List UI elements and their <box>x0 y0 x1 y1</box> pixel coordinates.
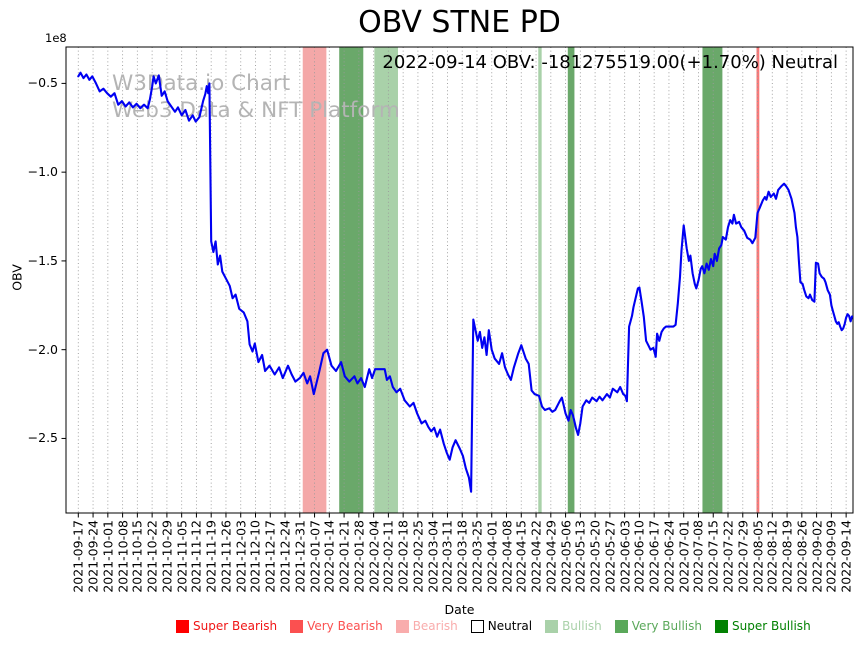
x-tick-label: 2021-11-05 <box>174 520 190 593</box>
x-tick-label: 2021-10-22 <box>144 520 160 593</box>
legend-item-neutral: Neutral <box>470 619 533 633</box>
x-tick-label: 2021-09-24 <box>85 520 101 593</box>
x-tick-label: 2022-01-14 <box>321 520 337 593</box>
x-tick-label: 2022-05-13 <box>572 520 588 593</box>
x-tick-label: 2022-01-07 <box>307 520 323 593</box>
x-tick-label: 2022-08-26 <box>794 520 810 593</box>
x-tick-label: 2022-06-17 <box>646 520 662 593</box>
legend-label: Super Bullish <box>732 619 811 633</box>
x-tick-label: 2022-05-27 <box>602 520 618 593</box>
latest-value-annotation: 2022-09-14 OBV: -181275519.00(+1.70%) Ne… <box>382 52 838 73</box>
x-tick-label: 2021-09-17 <box>70 520 86 593</box>
x-tick-label: 2022-07-22 <box>720 520 736 593</box>
x-tick-label: 2022-04-15 <box>513 520 529 593</box>
x-tick-label: 2021-12-24 <box>277 520 293 593</box>
x-tick-label: 2021-10-08 <box>115 520 131 593</box>
x-tick-label: 2022-05-06 <box>558 520 574 593</box>
x-tick-label: 2022-09-09 <box>823 520 839 593</box>
signal-band-bullish <box>538 47 542 513</box>
y-axis-offset-label: 1e8 <box>45 31 67 45</box>
legend-label: Very Bullish <box>631 619 702 633</box>
x-tick-label: 2022-07-01 <box>676 520 692 593</box>
y-tick-label: −1.5 <box>27 252 58 268</box>
x-tick-label: 2022-04-01 <box>484 520 500 593</box>
x-tick-label: 2021-12-03 <box>233 520 249 593</box>
x-tick-label: 2022-06-10 <box>631 520 647 593</box>
legend-swatch-icon <box>176 619 189 633</box>
signal-legend: Super Bearish Very Bearish Bearish Neutral B… <box>176 619 811 633</box>
x-tick-label: 2022-03-04 <box>425 520 441 593</box>
x-tick-label: 2022-07-29 <box>735 520 751 593</box>
x-tick-label: 2022-04-08 <box>499 520 514 593</box>
watermark-line-2: Web3 Data & NFT Platform <box>112 98 400 123</box>
legend-swatch-icon <box>614 619 628 633</box>
watermark: W3Data.io Chart Web3 Data & NFT Platform <box>112 70 400 124</box>
x-tick-label: 2022-08-12 <box>764 520 780 593</box>
x-tick-label: 2021-12-31 <box>292 520 308 593</box>
x-tick-label: 2021-12-10 <box>247 520 263 593</box>
x-tick-label: 2022-08-05 <box>750 520 766 593</box>
legend-item-bullish: Bullish <box>545 619 602 633</box>
legend-item-very-bullish: Very Bullish <box>614 619 702 633</box>
legend-swatch-icon <box>395 619 409 633</box>
y-tick-label: −2.0 <box>27 341 58 357</box>
x-tick-label: 2022-08-19 <box>779 520 795 593</box>
page-title: OBV STNE PD <box>358 5 561 40</box>
legend-item-super-bullish: Super Bullish <box>715 619 811 633</box>
x-tick-label: 2022-05-20 <box>587 520 603 593</box>
x-tick-label: 2022-04-29 <box>543 520 559 593</box>
x-tick-label: 2021-11-19 <box>203 520 219 593</box>
x-tick-label: 2022-06-24 <box>661 520 677 593</box>
legend-item-very-bearish: Very Bearish <box>290 619 383 633</box>
x-tick-label: 2022-09-14 <box>838 520 854 593</box>
x-tick-label: 2022-04-22 <box>528 520 544 593</box>
x-tick-label: 2021-11-12 <box>188 520 204 593</box>
x-tick-label: 2022-06-03 <box>617 520 633 593</box>
x-tick-label: 2022-02-11 <box>380 520 396 593</box>
x-tick-label: 2022-02-18 <box>395 520 411 593</box>
y-tick-label: −0.5 <box>27 75 58 91</box>
x-tick-label: 2022-01-21 <box>336 520 352 593</box>
x-tick-label: 2022-02-04 <box>366 520 382 593</box>
legend-item-super-bearish: Super Bearish <box>176 619 277 633</box>
x-axis-title: Date <box>444 602 475 617</box>
y-tick-label: −1.0 <box>27 164 58 180</box>
x-tick-label: 2022-07-08 <box>690 520 706 593</box>
x-tick-label: 2022-07-15 <box>705 520 721 593</box>
x-tick-label: 2022-09-02 <box>809 520 825 593</box>
x-tick-label: 2021-10-29 <box>159 520 175 593</box>
x-tick-label: 2021-10-15 <box>129 520 145 593</box>
legend-label: Bullish <box>562 619 602 633</box>
legend-swatch-icon <box>715 619 728 633</box>
legend-swatch-icon <box>545 619 559 633</box>
signal-band-very-bullish <box>702 47 723 513</box>
obv-line <box>77 71 854 493</box>
x-tick-label: 2021-12-17 <box>262 520 278 593</box>
legend-swatch-icon <box>470 619 484 633</box>
x-tick-label: 2021-11-26 <box>218 520 234 593</box>
y-tick-label: −2.5 <box>27 430 58 446</box>
signal-band-very-bearish <box>756 47 760 513</box>
legend-label: Neutral <box>487 619 533 633</box>
x-tick-label: 2022-01-28 <box>351 520 367 593</box>
legend-swatch-icon <box>290 619 304 633</box>
legend-label: Super Bearish <box>193 619 278 633</box>
legend-label: Very Bearish <box>307 619 383 633</box>
x-tick-label: 2022-03-25 <box>469 520 485 593</box>
x-tick-label: 2021-10-01 <box>100 520 116 593</box>
x-tick-label: 2022-02-25 <box>410 520 426 593</box>
legend-item-bearish: Bearish <box>395 619 458 633</box>
x-tick-label: 2022-03-11 <box>439 520 455 593</box>
x-tick-label: 2022-03-18 <box>454 520 470 593</box>
signal-band-very-bullish <box>567 47 575 513</box>
legend-label: Bearish <box>412 619 458 633</box>
watermark-line-1: W3Data.io Chart <box>112 71 291 96</box>
